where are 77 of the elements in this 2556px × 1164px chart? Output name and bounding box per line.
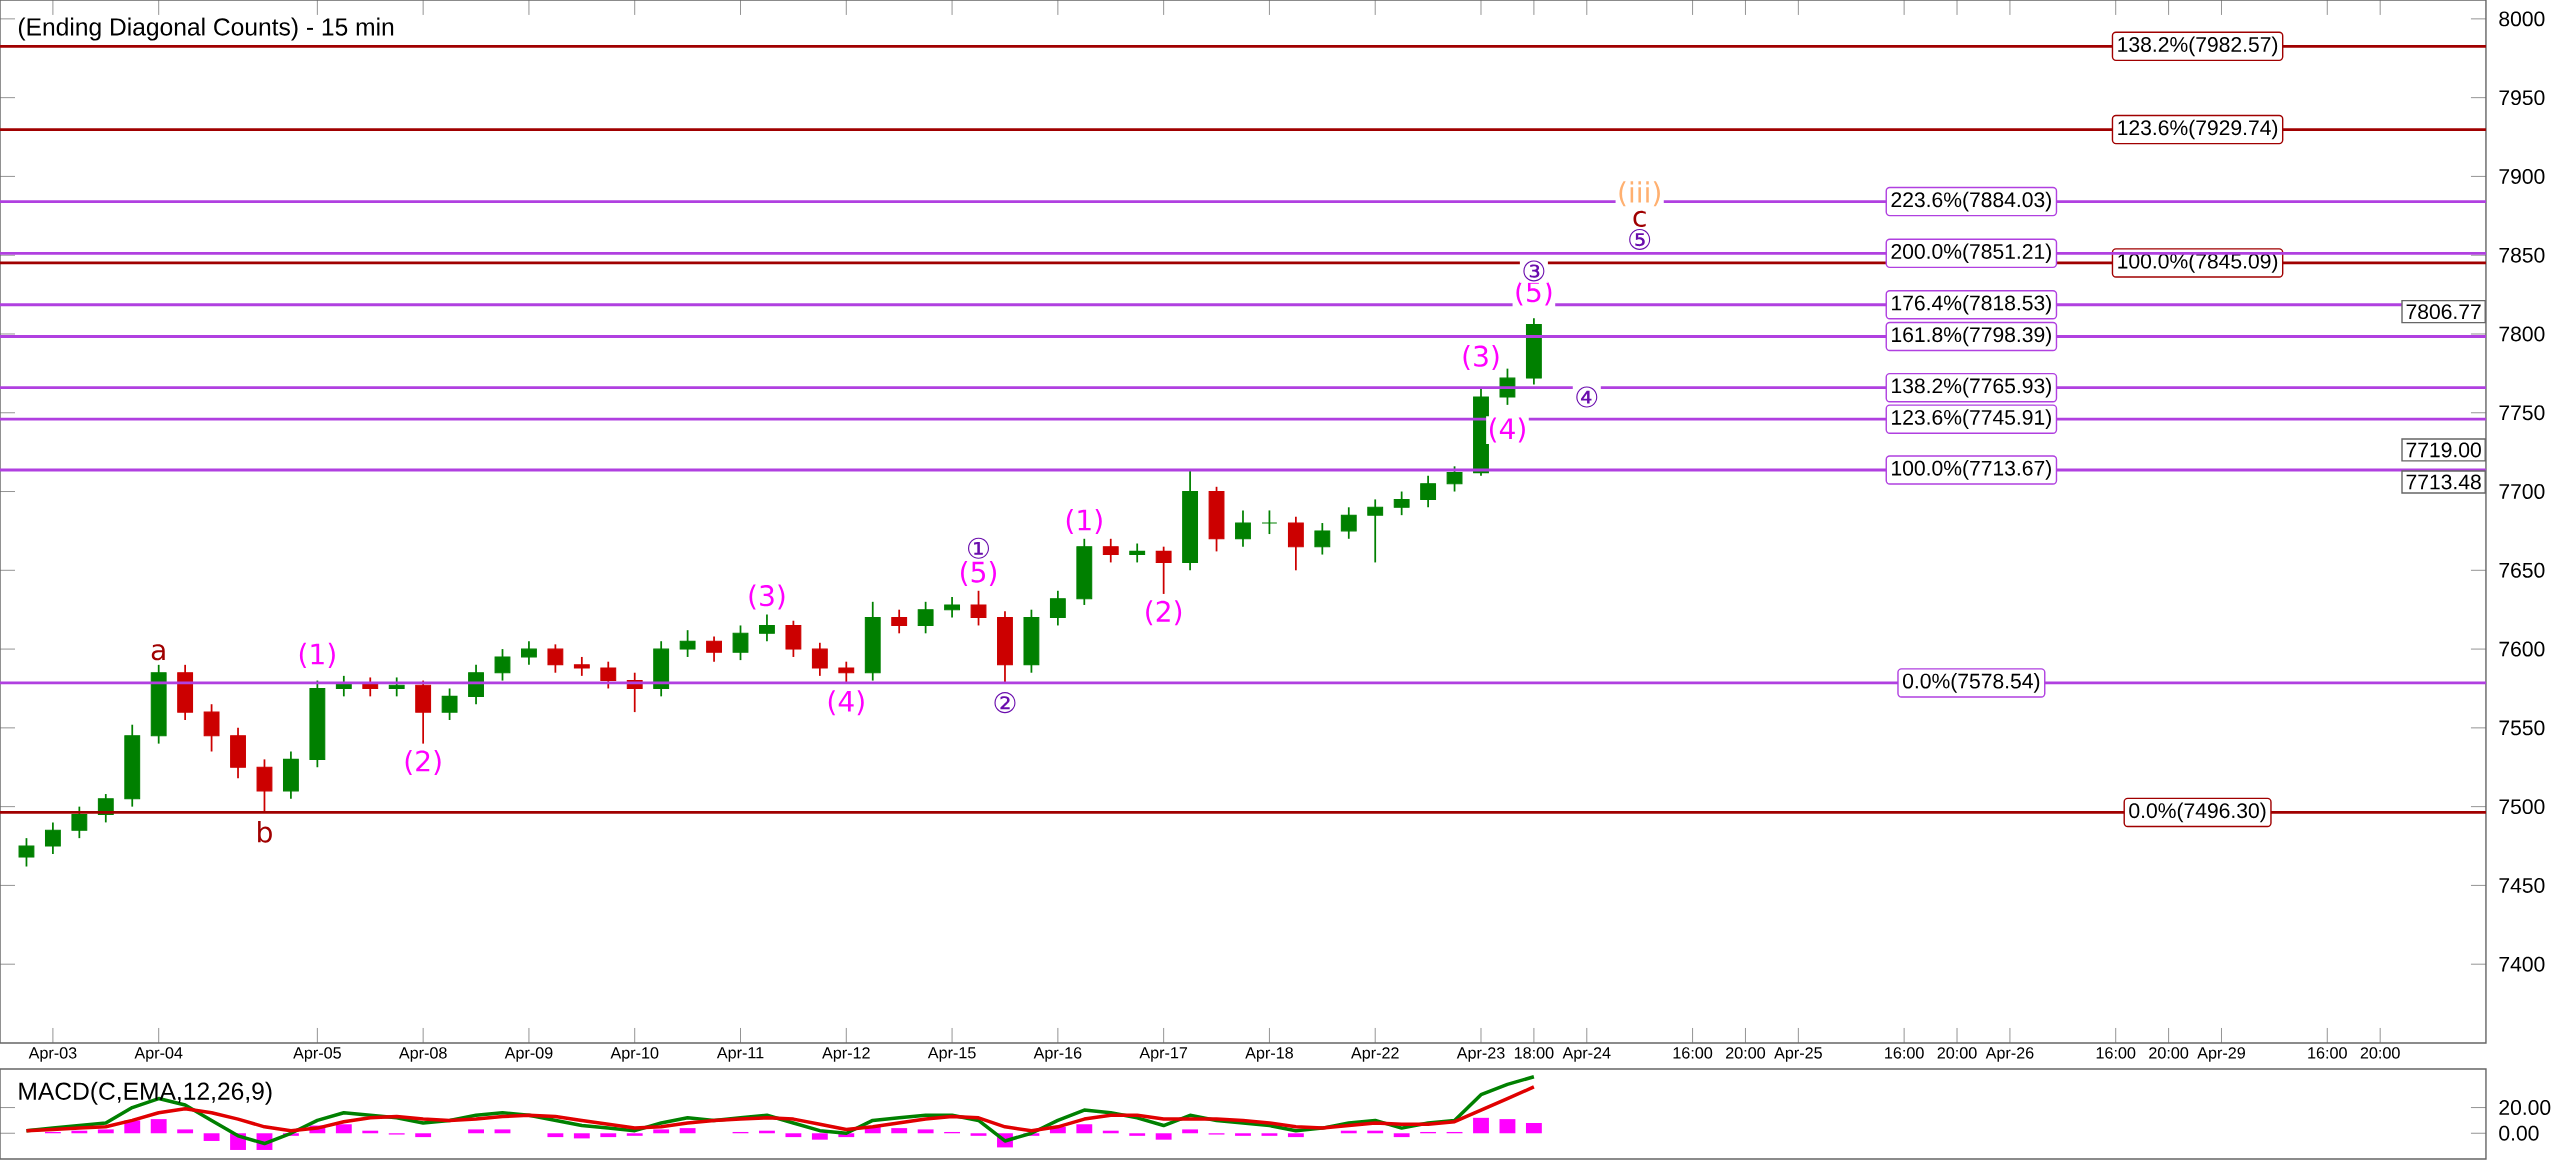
annotation: 7713.48 — [2406, 474, 2481, 490]
x-tick-label: 16:00 — [2308, 1047, 2347, 1059]
ref-line-label: 200.0%(7851.21) — [1891, 243, 2051, 264]
y-tick-label: 7900 — [2499, 168, 2545, 184]
y-tick-label: 0.00 — [2499, 1125, 2539, 1141]
annotation: 7719.00 — [2406, 442, 2481, 458]
x-tick-label: 20:00 — [2360, 1047, 2400, 1059]
ref-line-label: 100.0%(7845.09) — [2118, 253, 2278, 273]
y-tick-label: 20.00 — [2499, 1100, 2551, 1116]
y-tick-label: 8000 — [2499, 11, 2545, 27]
x-tick-label: 16:00 — [2096, 1047, 2136, 1059]
annotation: (5) — [961, 560, 996, 586]
x-tick-label: Apr-09 — [504, 1047, 553, 1062]
x-tick-label: Apr-25 — [1774, 1047, 1822, 1062]
annotation: (3) — [749, 584, 785, 610]
annotation: b — [258, 821, 272, 843]
annotation: a — [151, 644, 165, 661]
y-tick-label: 7800 — [2499, 326, 2545, 342]
x-tick-label: Apr-05 — [293, 1047, 341, 1062]
ref-line-label: 223.6%(7884.03) — [1891, 191, 2051, 212]
text: (Ending Diagonal Counts) - 15 min — [18, 17, 394, 41]
y-tick-label: 7850 — [2499, 247, 2545, 263]
x-tick-label: 18:00 — [1514, 1047, 1554, 1059]
ref-line-label: 100.0%(7713.67) — [1892, 460, 2051, 480]
annotation: (4) — [1489, 417, 1525, 443]
annotation: ② — [994, 692, 1016, 714]
x-tick-label: Apr-29 — [2197, 1047, 2245, 1062]
x-tick-label: 20:00 — [1726, 1047, 1766, 1059]
chart-title: MACD(C,EMA,12,26,9) — [19, 1081, 272, 1105]
y-tick-label: 7400 — [2499, 956, 2545, 972]
annotation: (2) — [405, 750, 441, 776]
x-tick-label: 20:00 — [2149, 1047, 2189, 1059]
annotation: ③ — [1523, 260, 1545, 282]
x-tick-label: Apr-24 — [1562, 1047, 1611, 1062]
annotation: ① — [968, 537, 990, 559]
x-tick-label: 16:00 — [1885, 1047, 1924, 1059]
annotation: c — [1633, 210, 1646, 228]
annotation: (iii) — [1619, 181, 1660, 207]
x-tick-label: Apr-10 — [610, 1047, 659, 1062]
y-tick-label: 7700 — [2499, 484, 2545, 500]
x-tick-label: Apr-18 — [1245, 1047, 1293, 1062]
y-tick-label: 7450 — [2499, 877, 2545, 893]
x-tick-label: Apr-22 — [1351, 1047, 1399, 1062]
ref-line-label: 138.2%(7982.57) — [2118, 36, 2278, 57]
y-tick-label: 7750 — [2499, 405, 2545, 421]
annotation: (4) — [828, 690, 864, 716]
x-tick-label: Apr-17 — [1139, 1047, 1188, 1062]
annotation: ④ — [1576, 386, 1598, 408]
x-tick-label: 20:00 — [1937, 1047, 1977, 1059]
y-tick-label: 7650 — [2499, 562, 2545, 578]
ref-line-label: 123.6%(7745.91) — [1892, 409, 2051, 430]
x-tick-label: Apr-11 — [716, 1047, 764, 1062]
x-tick-label: Apr-03 — [28, 1047, 77, 1062]
annotation: (3) — [1463, 345, 1499, 371]
annotation: (1) — [1066, 508, 1102, 534]
x-tick-label: 16:00 — [1673, 1047, 1713, 1059]
x-tick-label: Apr-23 — [1456, 1047, 1505, 1062]
x-tick-label: Apr-08 — [398, 1047, 447, 1062]
x-tick-label: Apr-12 — [822, 1047, 870, 1062]
annotation: 7806.77 — [2406, 304, 2481, 320]
ref-line-label: 123.6%(7929.74) — [2118, 119, 2278, 140]
y-tick-label: 7950 — [2499, 90, 2545, 106]
x-tick-label: Apr-26 — [1985, 1047, 2034, 1062]
y-tick-label: 7600 — [2499, 641, 2545, 657]
ref-line-label: 161.8%(7798.39) — [1892, 326, 2051, 347]
ref-line-label: 0.0%(7496.30) — [2129, 802, 2266, 823]
annotation: (1) — [299, 642, 335, 668]
ref-line-label: 176.4%(7818.53) — [1892, 294, 2051, 315]
x-tick-label: Apr-15 — [927, 1047, 976, 1062]
y-tick-label: 7550 — [2499, 720, 2545, 736]
y-tick-label: 7500 — [2499, 799, 2545, 815]
ref-line-label: 138.2%(7765.93) — [1892, 377, 2051, 398]
annotation: (2) — [1146, 600, 1182, 626]
x-tick-label: Apr-04 — [134, 1047, 183, 1062]
x-tick-label: Apr-16 — [1033, 1047, 1082, 1062]
ref-line-label: 0.0%(7578.54) — [1903, 673, 2040, 693]
annotation: ⑤ — [1629, 228, 1651, 250]
